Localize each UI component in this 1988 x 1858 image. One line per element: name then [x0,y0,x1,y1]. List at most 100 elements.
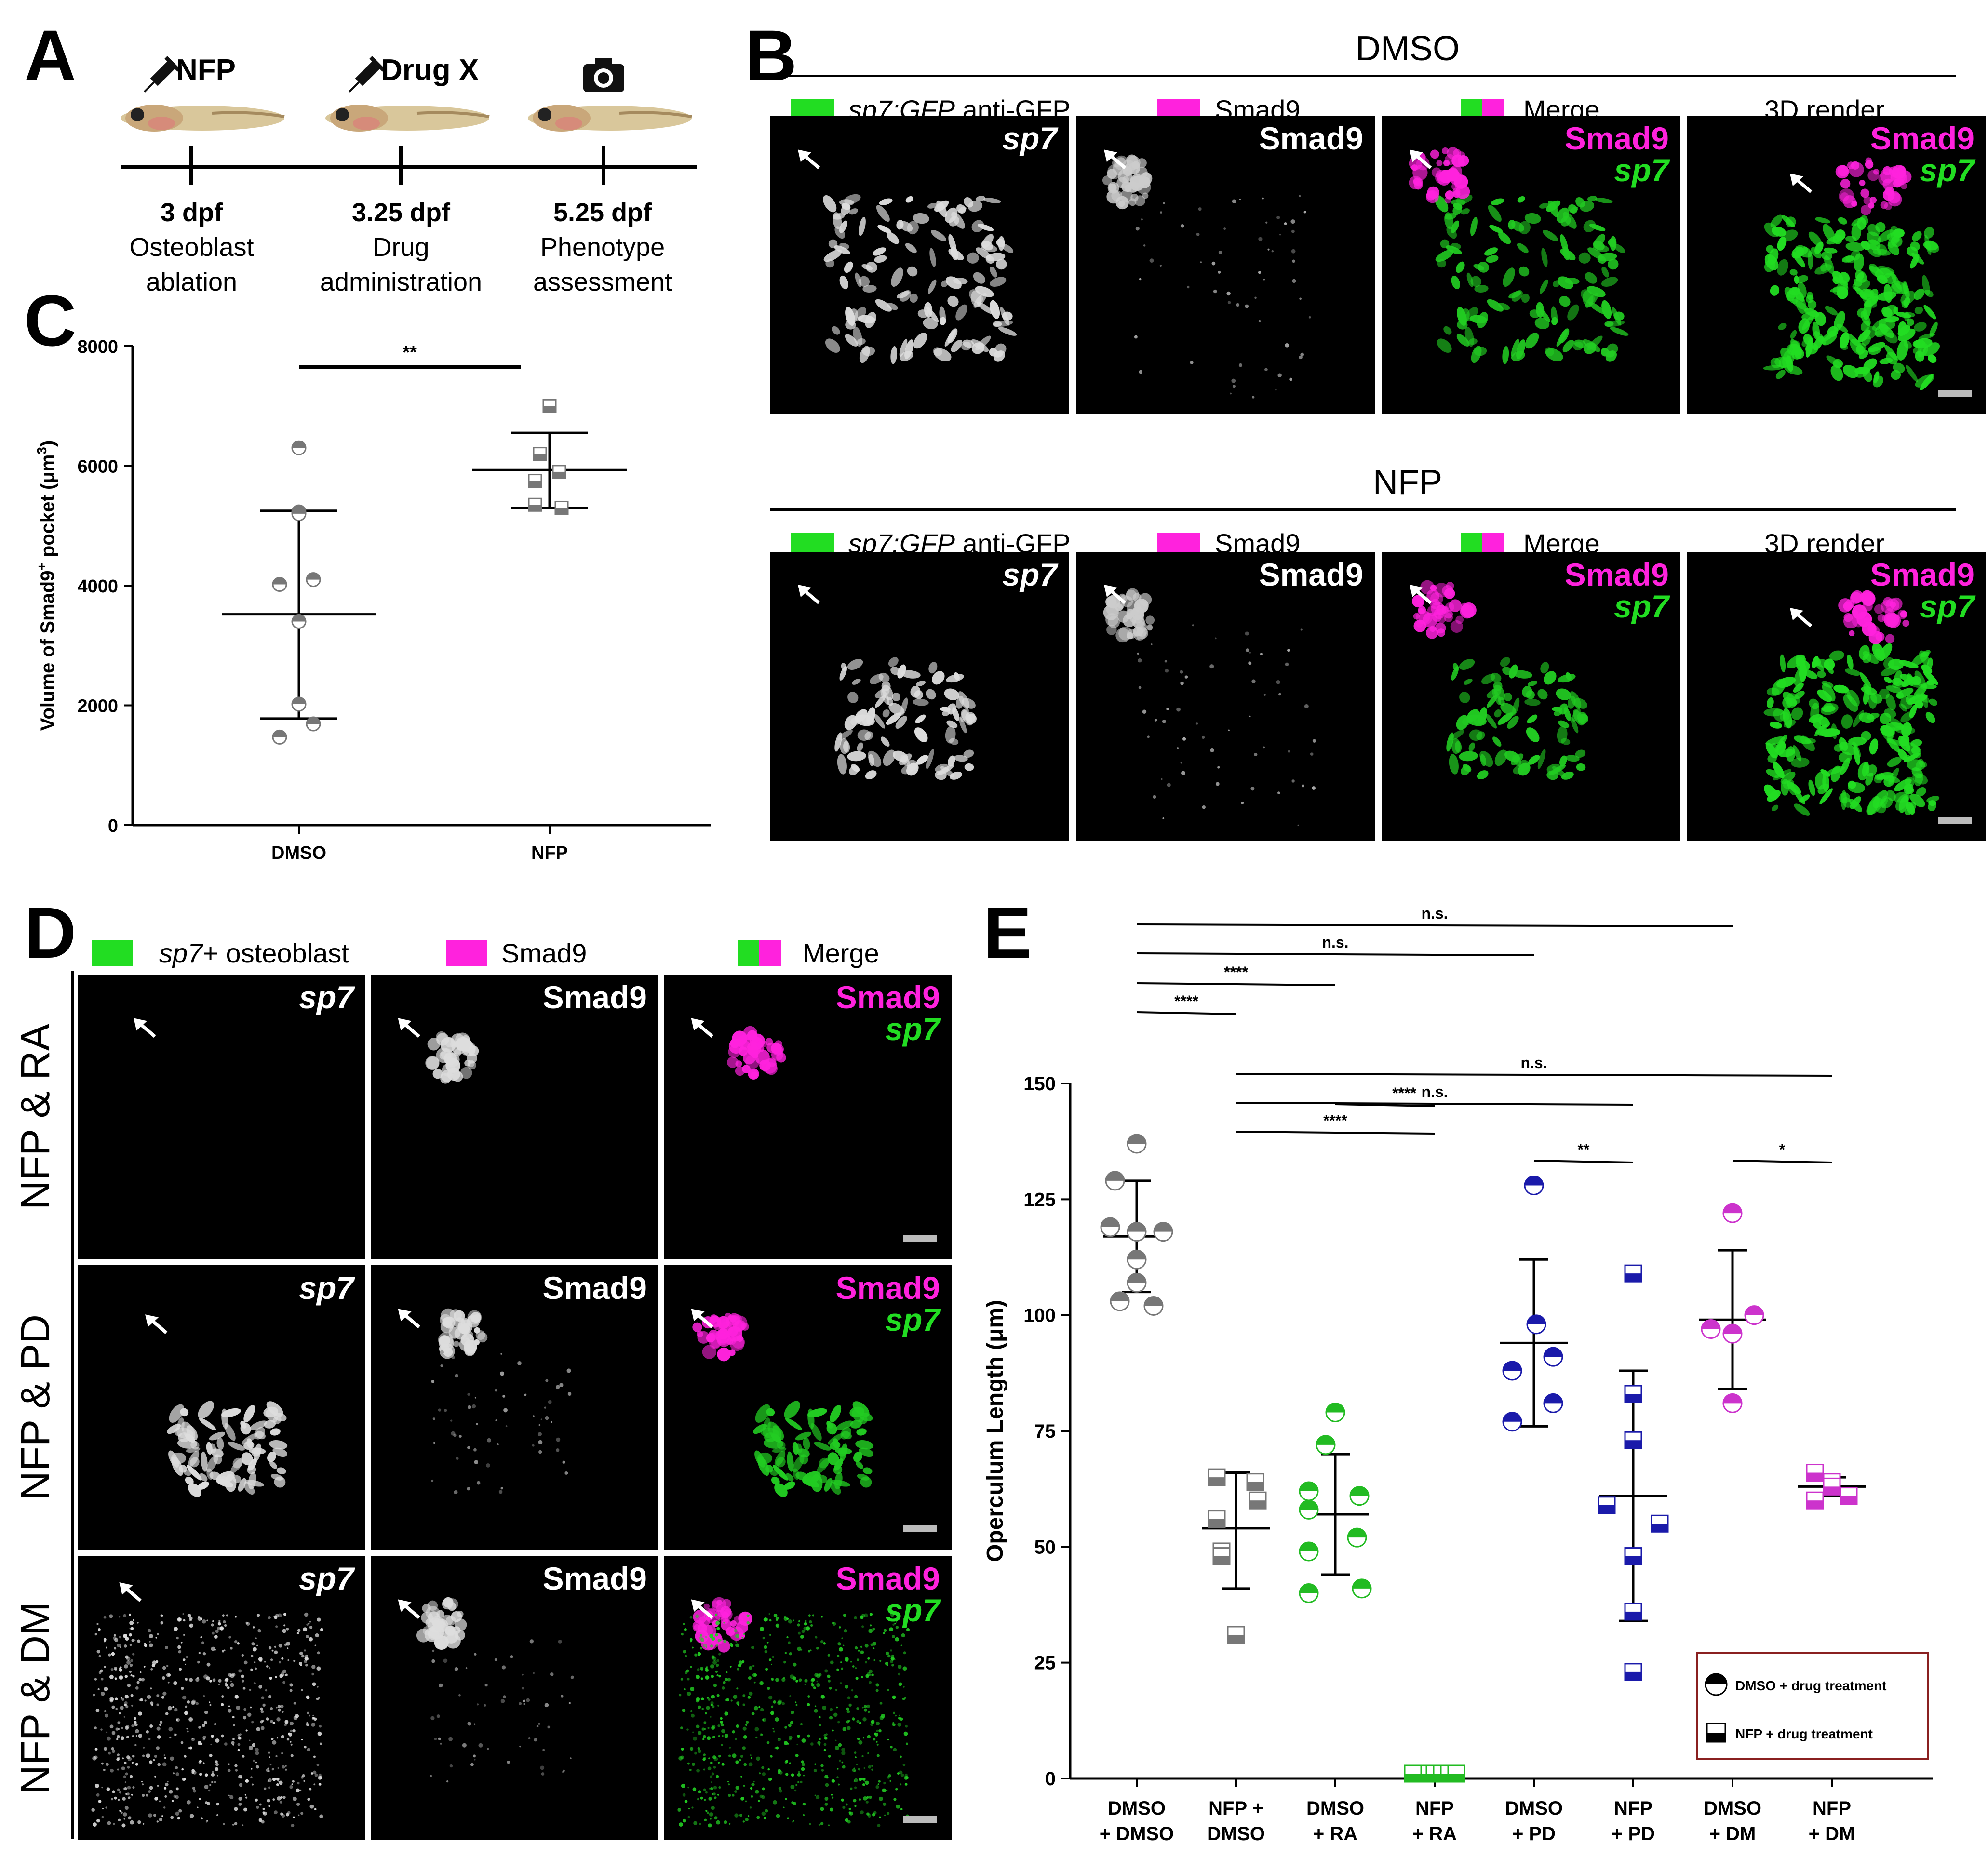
smad9-pocket [416,1597,467,1650]
merge-image: Smad9 sp7 [1382,116,1680,414]
y-tick-label: 75 [1034,1421,1056,1442]
data-point [1806,1491,1824,1510]
legend-marker-circle [1705,1673,1728,1696]
significance-bar [1236,1131,1435,1135]
smad9-pocket [692,1597,752,1653]
data-point [1722,1323,1743,1344]
arrow-icon [1790,174,1813,193]
data-point [272,729,287,745]
image-label: Smad9 [1259,122,1363,154]
step-line: assessment [533,267,672,296]
x-tick-label: DMSO [1704,1798,1761,1819]
legend-merge: Merge [803,938,879,968]
smad9-label: Smad9 [542,979,647,1015]
arrow-icon [398,1309,420,1329]
sp7-label: sp7 [885,1011,940,1047]
magenta-swatch [759,940,781,966]
panel-label-a: A [24,15,77,96]
x-tick-label: + DMSO [1100,1823,1174,1845]
image-label: Smad9 sp7 [836,1272,940,1336]
panel-label-e: E [983,892,1032,973]
micrograph [91,1582,324,1828]
smad9-image: Smad9 [1076,116,1375,414]
step-time: 3 dpf [161,198,223,227]
step-line: Osteoblast [129,233,254,262]
smad9-pocket [692,1312,749,1362]
significance-bar [1236,1073,1832,1077]
image-label: Smad9 sp7 [1565,122,1669,186]
sp7-label: sp7 [1002,120,1057,156]
micrograph [798,585,977,780]
arrow-icon [1790,608,1813,628]
image-label: sp7 [299,1563,354,1594]
speckles [1134,195,1311,399]
arrow-icon [1410,585,1432,604]
micrograph [798,149,1017,364]
cell-cluster [1763,214,1940,390]
arrow-icon [398,1599,420,1619]
legend-smad9: Smad9 [501,938,587,968]
tool-label-drug: Drug X [381,53,479,87]
step-line: ablation [146,267,238,296]
x-tick-label: + DM [1809,1823,1855,1845]
micrograph [677,1597,910,1828]
step-time: 5.25 dpf [553,198,652,227]
micrograph [1409,147,1629,364]
smad9-pocket [1412,580,1477,639]
image-label: Smad9 sp7 [836,981,940,1045]
data-point [291,506,307,521]
data-point [1299,1481,1319,1501]
data-point [306,572,321,588]
significance-label: ** [403,342,417,362]
image-label: sp7 [1002,122,1057,154]
y-tick-label: 50 [1034,1537,1056,1558]
cell-cluster [1435,194,1629,364]
row-label: NFP & PD [13,1314,58,1500]
image-label: sp7 [299,1272,354,1304]
x-tick-label: NFP [531,843,568,863]
larva-image-1 [121,105,285,132]
timeline-step-3: 5.25 dpf Phenotype assessment [501,195,704,299]
data-point [1127,1222,1147,1242]
legend-osteoblast: + osteoblast [202,938,349,968]
data-point [1349,1486,1370,1506]
smad9-pocket [1838,590,1909,644]
smad9-label: Smad9 [1870,120,1975,156]
scale-bar [903,1235,937,1242]
data-point [1127,1249,1147,1270]
cell-cluster [167,1401,288,1497]
camera-icon [583,58,624,92]
significance-label: **** [1224,963,1248,981]
data-point [552,465,566,479]
y-tick-label: 0 [108,816,118,836]
smad9-label: Smad9 [835,1270,940,1306]
data-point [1624,1385,1642,1403]
panel-label-b: B [745,15,797,96]
arrow-icon [134,1018,156,1038]
y-tick-label: 25 [1034,1653,1056,1674]
data-point [291,440,307,455]
significance-label: n.s. [1520,1054,1547,1071]
step-line: Drug [373,233,430,262]
sp7-label: sp7 [1002,557,1057,592]
data-point [528,497,542,512]
sp7-label: sp7 [299,979,354,1015]
x-tick-label: NFP [1813,1798,1851,1819]
data-point [1624,1264,1642,1283]
legend-label: NFP + drug treatment [1735,1726,1873,1741]
data-point [1823,1477,1841,1496]
smad9-pocket [1835,157,1912,215]
x-tick-label: + RA [1412,1823,1457,1845]
y-tick-label: 100 [1023,1305,1056,1326]
significance-bar [1236,1102,1634,1106]
image-label: sp7 [1002,559,1057,590]
x-tick-label: DMSO [1306,1798,1364,1819]
arrow-icon [798,149,820,170]
sp7-label: sp7 [299,1270,354,1306]
sp7-label: sp7 [885,1302,940,1337]
x-tick-label: NFP + [1209,1798,1263,1819]
merge-image: Smad9 sp7 [664,975,952,1259]
x-tick-label: + PD [1612,1823,1655,1845]
data-point [1299,1583,1319,1603]
sp7-label: sp7 [1920,588,1975,624]
